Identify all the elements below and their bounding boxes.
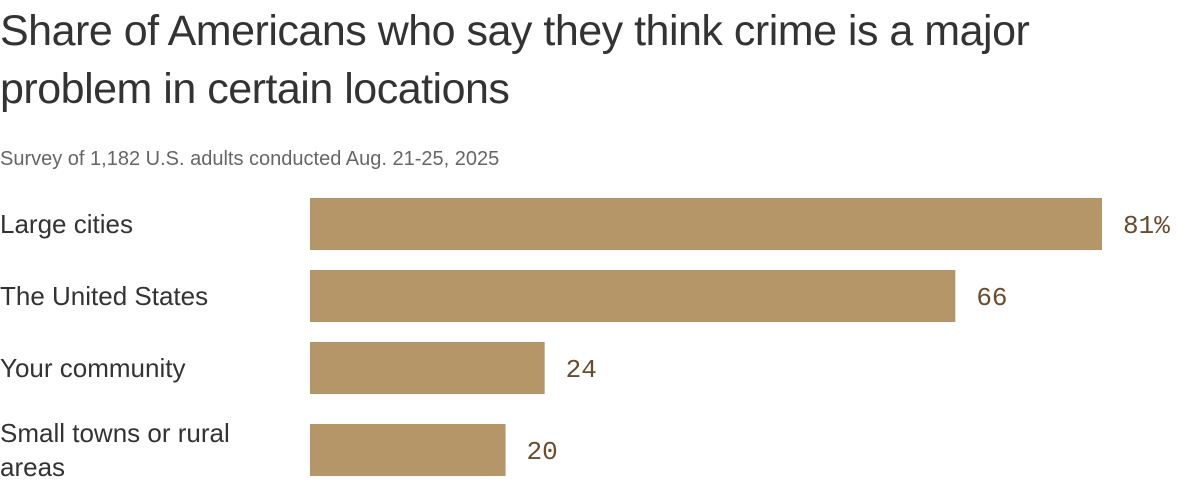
- value-label-2: 24: [566, 355, 597, 385]
- category-label-2: Your community: [0, 353, 185, 383]
- bar-3: [310, 424, 506, 476]
- chart-title: Share of Americans who say they think cr…: [0, 7, 1030, 113]
- category-label-1: The United States: [0, 281, 208, 311]
- chart-subtitle: Survey of 1,182 U.S. adults conducted Au…: [0, 148, 500, 170]
- bar-1: [310, 270, 956, 322]
- category-label-3: Small towns or rural areas: [0, 418, 230, 482]
- value-label-1: 66: [976, 283, 1007, 313]
- bar-0: [310, 198, 1102, 250]
- bar-2: [310, 342, 545, 394]
- category-label-0: Large cities: [0, 209, 133, 239]
- value-label-0: 81%: [1123, 211, 1170, 241]
- value-label-3: 20: [527, 437, 558, 467]
